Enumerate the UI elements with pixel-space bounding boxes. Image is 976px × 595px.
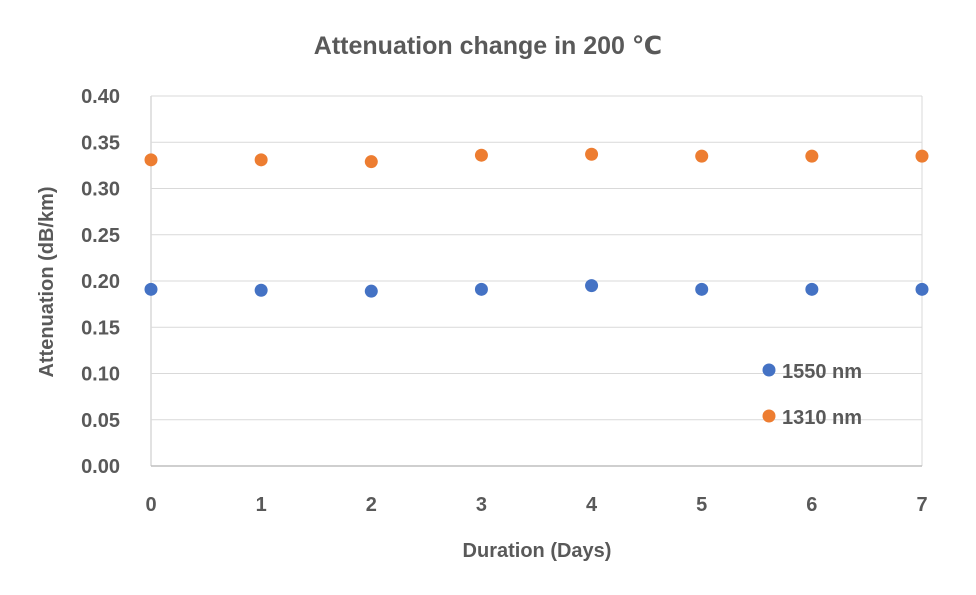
y-tick-label: 0.30 xyxy=(81,179,120,201)
x-tick-label: 2 xyxy=(366,494,377,516)
legend-item-1550: 1550 nm xyxy=(762,361,862,383)
data-points xyxy=(144,147,929,298)
data-point-1550-nm xyxy=(254,283,268,297)
y-tick-label: 0.40 xyxy=(81,86,120,108)
y-axis-label: Attenuation (dB/km) xyxy=(36,186,58,377)
x-tick-label: 5 xyxy=(696,494,707,516)
chart-title: Attenuation change in 200 ℃ xyxy=(314,32,662,60)
x-tick-label: 7 xyxy=(916,494,927,516)
data-point-1310-nm xyxy=(144,153,158,167)
x-tick-label: 0 xyxy=(145,494,156,516)
data-point-1550-nm xyxy=(805,282,819,296)
data-point-1550-nm xyxy=(364,284,378,298)
gridlines xyxy=(151,95,923,466)
data-point-1310-nm xyxy=(585,147,599,161)
data-point-1550-nm xyxy=(915,282,929,296)
data-point-1310-nm xyxy=(915,149,929,163)
x-tick-label: 3 xyxy=(476,494,487,516)
data-point-1550-nm xyxy=(585,279,599,293)
x-tick-label: 4 xyxy=(586,494,598,516)
data-point-1550-nm xyxy=(695,282,709,296)
y-tick-label: 0.20 xyxy=(81,271,120,293)
data-point-1310-nm xyxy=(364,155,378,169)
legend: 1550 nm 1310 nm xyxy=(762,361,862,429)
y-tick-label: 0.05 xyxy=(81,410,120,432)
data-point-1550-nm xyxy=(144,282,158,296)
legend-marker-1310 xyxy=(762,409,776,423)
y-tick-label: 0.25 xyxy=(81,225,120,247)
data-point-1310-nm xyxy=(474,148,488,162)
x-tick-label: 1 xyxy=(256,494,267,516)
legend-item-1310: 1310 nm xyxy=(762,407,862,429)
y-tick-label: 0.10 xyxy=(81,364,120,386)
x-tick-label: 6 xyxy=(806,494,817,516)
data-point-1550-nm xyxy=(474,282,488,296)
data-point-1310-nm xyxy=(805,149,819,163)
y-tick-label: 0.15 xyxy=(81,317,120,339)
legend-marker-1550 xyxy=(762,363,776,377)
data-point-1310-nm xyxy=(695,149,709,163)
y-tick-label: 0.35 xyxy=(81,132,120,154)
x-axis-label: Duration (Days) xyxy=(463,540,612,562)
y-tick-label: 0.00 xyxy=(81,456,120,478)
legend-label-1310: 1310 nm xyxy=(782,407,862,429)
legend-label-1550: 1550 nm xyxy=(782,361,862,383)
data-point-1310-nm xyxy=(254,153,268,167)
axes: 0.00 0.05 0.10 0.15 0.20 0.25 0.30 0.35 0.40 0 1 2 3… xyxy=(81,86,928,516)
